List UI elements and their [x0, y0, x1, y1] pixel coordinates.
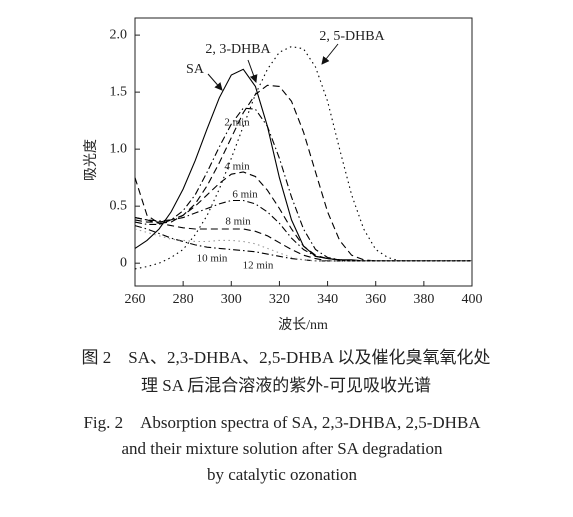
y-axis-label: 吸光度	[83, 139, 99, 181]
label-arrow	[321, 43, 339, 65]
x-tick-label: 340	[317, 292, 338, 307]
caption-en: by catalytic ozonation	[207, 465, 358, 484]
spectrum-line	[134, 45, 472, 270]
x-tick-label: 260	[125, 292, 146, 307]
series-label: 2, 3-DHBA	[205, 42, 271, 57]
spectrum-line	[134, 225, 472, 262]
x-tick-label: 400	[462, 292, 483, 307]
y-tick-label: 1.5	[110, 84, 128, 99]
spectrum-line	[134, 171, 472, 262]
spectrum-line	[134, 68, 472, 262]
caption-en: and their mixture solution after SA degr…	[121, 439, 443, 458]
plot-frame	[134, 17, 473, 287]
x-tick-label: 280	[173, 292, 194, 307]
x-axis-label: 波长/nm	[278, 317, 328, 333]
y-tick-label: 2.0	[110, 27, 128, 42]
series-label: 8 min	[225, 216, 251, 228]
spectrum-line	[134, 199, 472, 262]
series-label: 10 min	[197, 253, 228, 265]
y-tick-label: 0.5	[110, 198, 128, 213]
y-tick-label: 0	[120, 255, 127, 270]
series-label: 2, 5-DHBA	[319, 29, 385, 44]
label-arrow	[247, 59, 258, 83]
series-label: 2 min	[224, 117, 250, 129]
series-label: SA	[186, 62, 205, 77]
caption-cn: 图 2 SA、2,3-DHBA、2,5-DHBA 以及催化臭氧氧化处	[82, 348, 491, 367]
series-label: 12 min	[243, 260, 274, 272]
spectrum-line	[134, 217, 472, 262]
x-tick-label: 380	[413, 292, 434, 307]
x-tick-label: 300	[221, 292, 242, 307]
x-tick-label: 320	[269, 292, 290, 307]
series-label: 4 min	[224, 161, 250, 173]
caption-en: Fig. 2 Absorption spectra of SA, 2,3-DHB…	[83, 413, 481, 432]
label-arrow	[207, 73, 223, 91]
x-tick-label: 360	[365, 292, 386, 307]
caption-cn: 理 SA 后混合溶液的紫外-可见吸收光谱	[141, 376, 431, 395]
spectrum-line	[134, 228, 472, 262]
y-tick-label: 1.0	[110, 141, 128, 156]
spectrum-line	[134, 84, 472, 262]
series-label: 6 min	[232, 189, 258, 201]
